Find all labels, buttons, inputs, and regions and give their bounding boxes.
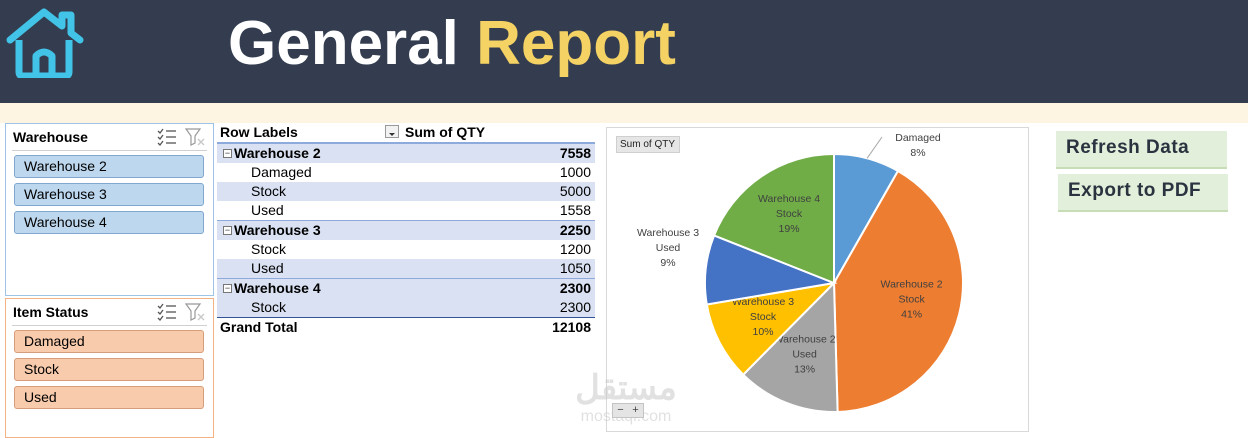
row-value: 2300	[559, 299, 591, 315]
pie-data-label: Warehouse 3 Used 9%	[637, 227, 699, 269]
pie-data-label: Warehouse 2 Used 13%	[774, 333, 836, 375]
slicer-title: Warehouse	[13, 129, 88, 145]
leader-line	[866, 136, 883, 159]
slicer-item-warehouse-4[interactable]: Warehouse 4	[14, 211, 204, 234]
clear-filter-icon[interactable]	[185, 128, 205, 146]
slicer-item-damaged[interactable]: Damaged	[14, 330, 204, 353]
header-accent-strip	[0, 103, 1248, 123]
sum-of-qty-header: Sum of QTY	[405, 124, 486, 140]
slicer-header: Warehouse	[12, 124, 207, 151]
pie-data-label: Warehouse 2Damaged8%	[887, 127, 949, 159]
pivot-row: Used 1050	[217, 259, 595, 278]
home-icon[interactable]	[4, 6, 86, 78]
pivot-row: Stock 1200	[217, 240, 595, 259]
item-status-slicer: Item Status Damaged Stock Used	[5, 298, 214, 438]
pivot-group-row[interactable]: − Warehouse 2 7558	[217, 143, 595, 163]
pivot-row: Damaged 1000	[217, 163, 595, 182]
chart-field-button[interactable]: Sum of QTY	[616, 136, 680, 153]
row-label: Used	[251, 202, 284, 218]
pie-data-label: Warehouse 4 Stock 19%	[758, 193, 820, 235]
group-label: Warehouse 2	[234, 145, 321, 161]
watermark: مستقل mostaql.com	[566, 368, 686, 430]
row-labels-header: Row Labels	[220, 124, 298, 140]
title-part-report: Report	[476, 9, 676, 78]
row-value: 1200	[559, 241, 591, 257]
pivot-header-row: Row Labels Sum of QTY	[217, 123, 595, 143]
slicer-item-used[interactable]: Used	[14, 386, 204, 409]
watermark-arabic: مستقل	[575, 369, 677, 407]
export-to-pdf-button[interactable]: Export to PDF	[1058, 174, 1228, 212]
page-title: General Report	[228, 2, 676, 86]
zoom-in-button[interactable]: +	[632, 404, 639, 416]
row-value: 5000	[559, 183, 591, 199]
row-label: Used	[251, 260, 284, 276]
collapse-icon[interactable]: −	[223, 225, 232, 235]
group-label: Warehouse 3	[234, 222, 321, 238]
title-part-general: General	[228, 9, 459, 78]
refresh-data-button[interactable]: Refresh Data	[1056, 131, 1227, 169]
slicer-item-warehouse-3[interactable]: Warehouse 3	[14, 183, 204, 206]
group-label: Warehouse 4	[234, 280, 321, 296]
row-label: Stock	[251, 183, 287, 199]
slicer-header: Item Status	[12, 299, 207, 326]
slicer-title: Item Status	[13, 304, 89, 320]
pie-data-label: Warehouse 3 Stock 10%	[732, 296, 794, 338]
pivot-table: Row Labels Sum of QTY − Warehouse 2 7558…	[217, 123, 595, 337]
pivot-group-row[interactable]: − Warehouse 4 2300	[217, 278, 595, 298]
slicer-item-stock[interactable]: Stock	[14, 358, 204, 381]
collapse-icon[interactable]: −	[223, 148, 232, 158]
pivot-group-row[interactable]: − Warehouse 3 2250	[217, 220, 595, 240]
pivot-row: Used 1558	[217, 201, 595, 220]
row-value: 1000	[559, 164, 591, 180]
pie-slice[interactable]	[712, 152, 835, 285]
row-label: Stock	[251, 299, 287, 315]
multi-select-icon[interactable]	[157, 303, 177, 321]
clear-filter-icon[interactable]	[185, 303, 205, 321]
report-header: General Report	[0, 0, 1248, 103]
pie-data-label: Warehouse 2 Stock 41%	[881, 278, 943, 320]
row-label: Damaged	[251, 164, 312, 180]
warehouse-slicer: Warehouse Warehouse 2 Warehouse 3 Wareho…	[5, 123, 214, 296]
pie-slice[interactable]	[705, 281, 837, 377]
row-label: Stock	[251, 241, 287, 257]
row-value: 1050	[559, 260, 591, 276]
group-total: 2300	[559, 280, 591, 296]
group-total: 7558	[559, 145, 591, 161]
slicer-item-warehouse-2[interactable]: Warehouse 2	[14, 155, 204, 178]
pivot-row: Stock 2300	[217, 298, 595, 317]
grand-total-label: Grand Total	[220, 319, 298, 335]
chart-zoom-controls[interactable]: − +	[612, 403, 644, 418]
pie-slice[interactable]	[741, 280, 839, 413]
grand-total-value: 12108	[552, 319, 591, 335]
row-labels-filter-dropdown[interactable]	[385, 125, 399, 138]
group-total: 2250	[559, 222, 591, 238]
multi-select-icon[interactable]	[157, 128, 177, 146]
collapse-icon[interactable]: −	[223, 283, 232, 293]
row-value: 1558	[559, 202, 591, 218]
chevron-down-icon	[389, 133, 395, 136]
pie-slice[interactable]	[832, 169, 964, 413]
zoom-out-button[interactable]: −	[617, 404, 624, 416]
grand-total-row: Grand Total 12108	[217, 317, 595, 337]
pivot-row: Stock 5000	[217, 182, 595, 201]
